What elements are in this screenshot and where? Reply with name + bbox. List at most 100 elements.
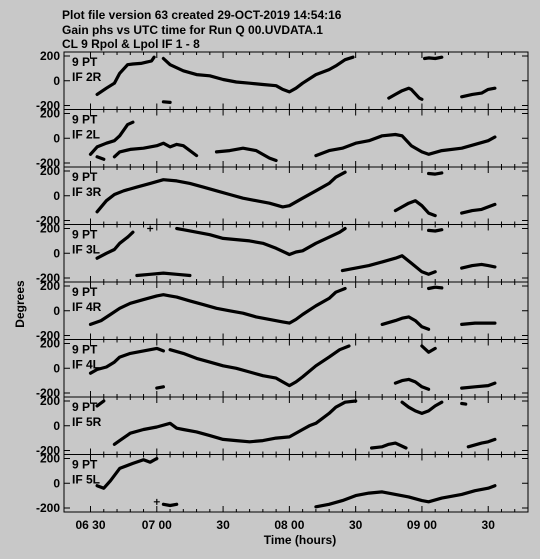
data-series (370, 441, 408, 450)
data-series (393, 377, 431, 391)
data-series (314, 132, 497, 158)
data-series (427, 171, 444, 176)
y-tick-label: 200 (40, 279, 60, 293)
data-series (155, 385, 165, 390)
y-tick-label: 0 (53, 131, 60, 145)
data-series (95, 456, 159, 490)
x-tick-label: 30 (482, 518, 496, 532)
y-tick-label: 0 (53, 246, 60, 260)
y-tick-label: 200 (40, 222, 60, 236)
panel-label-if: IF 3R (72, 185, 102, 199)
y-tick-label: -200 (36, 501, 60, 515)
panel-label-points: 9 PT (72, 113, 98, 127)
data-series (427, 228, 444, 233)
data-series (95, 170, 347, 214)
x-tick-label: 30 (349, 518, 363, 532)
y-tick-label: 200 (40, 107, 60, 121)
x-tick-label: 09 00 (407, 518, 437, 532)
x-tick-label: 06 30 (75, 518, 105, 532)
x-tick-label: 07 00 (142, 518, 172, 532)
panel-label-points: 9 PT (72, 55, 98, 69)
panel-label-points: 9 PT (72, 400, 98, 414)
data-series (112, 141, 199, 159)
panel-frame (63, 109, 529, 168)
data-series (387, 86, 424, 101)
y-axis-label: Degrees (13, 280, 27, 328)
data-series (393, 199, 437, 218)
data-series (427, 285, 444, 291)
data-series (168, 344, 351, 388)
data-series (88, 286, 347, 326)
header-line-3: CL 9 Rpol & Lpol IF 1 - 8 (62, 37, 200, 51)
y-tick-label: -200 (36, 99, 60, 113)
data-series (460, 321, 497, 326)
data-series (95, 230, 135, 260)
y-tick-label: 0 (53, 74, 60, 88)
panel-frame (63, 396, 529, 455)
panel-label-points: 9 PT (72, 170, 98, 184)
header-line-2: Gain phs vs UTC time for Run Q 00.UVDATA… (62, 23, 323, 37)
y-tick-label: -200 (36, 271, 60, 285)
data-series (88, 120, 135, 156)
y-tick-label: 200 (40, 164, 60, 178)
data-series (112, 399, 358, 446)
y-tick-label: -200 (36, 444, 60, 458)
data-series (466, 437, 497, 449)
y-tick-label: 200 (40, 452, 60, 466)
panel-frame (63, 281, 529, 340)
data-series (423, 55, 444, 61)
header-line-1: Plot file version 63 created 29-OCT-2019… (62, 8, 342, 22)
y-tick-label: 0 (53, 419, 60, 433)
data-series (420, 344, 437, 354)
data-series (95, 55, 156, 96)
panel-label-if: IF 4R (72, 300, 102, 314)
panel-label-points: 9 PT (72, 343, 98, 357)
data-series (175, 226, 347, 257)
data-series (460, 202, 497, 215)
data-series (400, 400, 444, 415)
data-series (135, 271, 192, 278)
data-series (340, 254, 437, 276)
panel-label-if: IF 5R (72, 415, 102, 429)
panel-label-if: IF 4L (72, 358, 100, 372)
x-axis-label: Time (hours) (264, 533, 336, 547)
data-series (380, 315, 431, 331)
data-series (88, 346, 165, 375)
data-series (460, 86, 497, 99)
y-tick-label: 0 (53, 189, 60, 203)
data-series (314, 484, 497, 509)
panel-label-if: IF 2R (72, 70, 102, 84)
x-tick-label: 08 00 (274, 518, 304, 532)
panel-label-points: 9 PT (72, 285, 98, 299)
panel-frame (63, 51, 529, 110)
panel-label-points: 9 PT (72, 458, 98, 472)
panel-label-if: IF 5L (72, 473, 100, 487)
data-series (214, 146, 278, 163)
y-tick-label: -200 (36, 156, 60, 170)
data-series (161, 55, 355, 94)
y-tick-label: -200 (36, 329, 60, 343)
data-series (161, 502, 179, 508)
data-series (460, 381, 497, 390)
y-tick-label: 0 (53, 361, 60, 375)
y-tick-label: -200 (36, 214, 60, 228)
data-series (95, 399, 106, 408)
panel-label-if: IF 2L (72, 128, 100, 142)
y-tick-label: 0 (53, 476, 60, 490)
data-series (460, 262, 497, 270)
data-series (95, 155, 106, 161)
panel-frame (63, 339, 529, 398)
x-tick-label: 30 (216, 518, 230, 532)
y-tick-label: 0 (53, 304, 60, 318)
